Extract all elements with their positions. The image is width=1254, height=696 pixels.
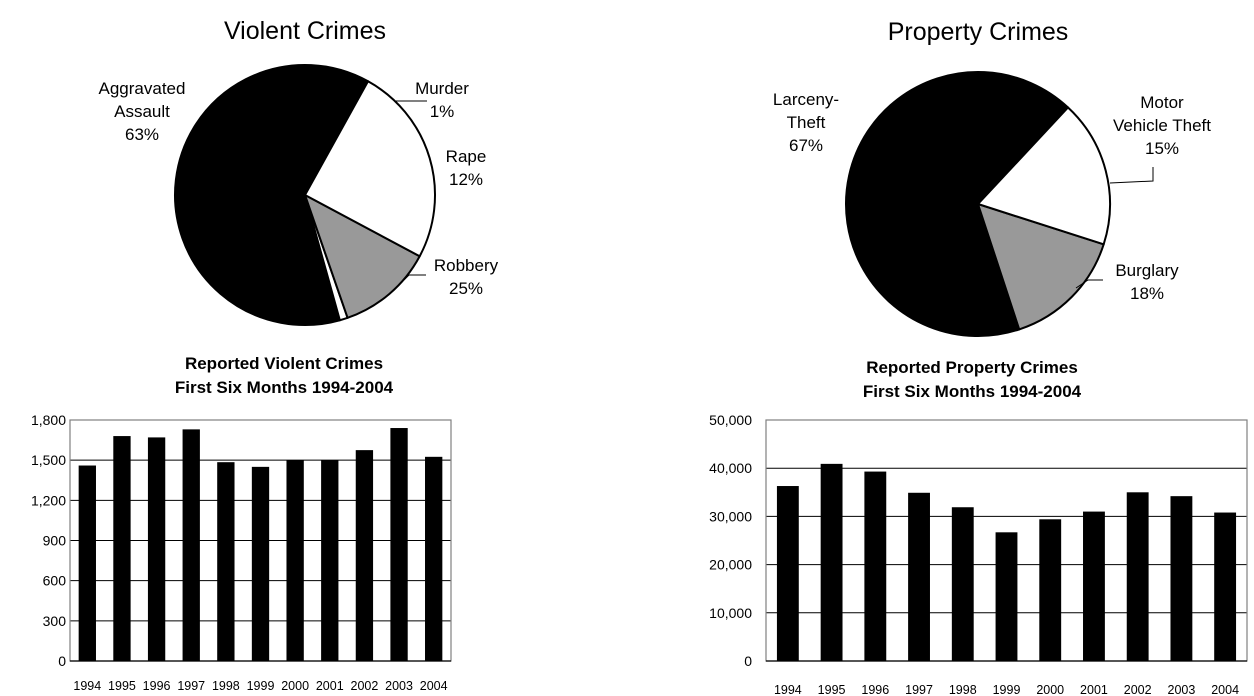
violent-crimes-slice-label: Murder 1% bbox=[415, 79, 469, 121]
violent-crimes-pie-chart: Violent Crimes Aggravated Assault 63% Murder… bbox=[99, 17, 499, 326]
reported-violent-crimes-bar-1995 bbox=[113, 436, 131, 661]
reported-violent-crimes-x-tick-label: 2003 bbox=[385, 679, 413, 693]
violent-crimes-slice-aggravated-assault bbox=[174, 64, 370, 326]
property-crimes-slice-larceny-theft bbox=[845, 71, 1070, 337]
reported-violent-crimes-bar-1998 bbox=[217, 462, 235, 661]
reported-property-crimes-bar-2002 bbox=[1126, 492, 1149, 661]
reported-property-crimes-y-tick-label: 0 bbox=[744, 653, 752, 669]
reported-violent-crimes-y-tick-label: 1,200 bbox=[31, 492, 66, 508]
reported-violent-crimes-y-tick-label: 300 bbox=[43, 613, 67, 629]
property-crimes-leader-line bbox=[1075, 279, 1103, 289]
reported-violent-crimes-x-tick-label: 1998 bbox=[212, 679, 240, 693]
reported-property-crimes-y-tick-label: 50,000 bbox=[709, 412, 752, 428]
reported-property-crimes-bar-1994 bbox=[776, 486, 799, 661]
reported-violent-crimes-bar-1997 bbox=[182, 429, 200, 661]
reported-violent-crimes-x-tick-label: 2001 bbox=[316, 679, 344, 693]
reported-violent-crimes-bar-1999 bbox=[251, 466, 270, 661]
reported-property-crimes-bar-1995 bbox=[820, 463, 843, 661]
reported-property-crimes-x-tick-label: 1996 bbox=[861, 683, 889, 696]
violent-crimes-slice-robbery bbox=[304, 80, 437, 258]
reported-property-crimes-bar-2001 bbox=[1083, 511, 1105, 661]
property-crimes-slice-label: Burglary 18% bbox=[1115, 261, 1179, 303]
reported-violent-crimes-bar-2004 bbox=[425, 456, 443, 661]
reported-violent-crimes-x-tick-label: 1995 bbox=[108, 679, 136, 693]
reported-property-crimes-x-tick-label: 1999 bbox=[993, 683, 1021, 696]
reported-violent-crimes-y-tick-label: 900 bbox=[43, 533, 67, 549]
violent-crimes-pie-title: Violent Crimes bbox=[224, 17, 386, 45]
reported-property-crimes-x-tick-label: 1994 bbox=[774, 683, 802, 696]
reported-violent-crimes-bar-1994 bbox=[78, 465, 96, 661]
reported-property-crimes-title: Reported Property Crimes First Six Months… bbox=[863, 358, 1082, 401]
reported-property-crimes-y-tick-label: 30,000 bbox=[709, 508, 752, 524]
property-crimes-bar-chart: Reported Property Crimes First Six Months… bbox=[709, 358, 1248, 696]
reported-property-crimes-x-tick-label: 1998 bbox=[949, 683, 977, 696]
reported-violent-crimes-y-tick-label: 0 bbox=[58, 653, 66, 669]
violent-crimes-leader-line bbox=[403, 274, 426, 281]
reported-violent-crimes-x-tick-label: 1994 bbox=[73, 679, 101, 693]
reported-property-crimes-bar-1996 bbox=[864, 471, 887, 661]
reported-violent-crimes-x-tick-label: 2004 bbox=[420, 679, 448, 693]
property-crimes-slice-label: Larceny-Theft 67% bbox=[773, 90, 839, 155]
reported-property-crimes-x-tick-label: 2001 bbox=[1080, 683, 1108, 696]
violent-crimes-slice-label: Rape 12% bbox=[446, 147, 487, 189]
property-crimes-slice-burglary bbox=[977, 106, 1111, 246]
reported-property-crimes-y-tick-label: 10,000 bbox=[709, 605, 752, 621]
reported-property-crimes-x-tick-label: 2000 bbox=[1036, 683, 1064, 696]
reported-violent-crimes-x-tick-label: 2000 bbox=[281, 679, 309, 693]
reported-violent-crimes-y-tick-label: 1,800 bbox=[31, 412, 66, 428]
property-crimes-slice-label: Motor Vehicle Theft 15% bbox=[1113, 93, 1211, 158]
reported-violent-crimes-x-tick-label: 2002 bbox=[351, 679, 379, 693]
reported-property-crimes-y-tick-label: 20,000 bbox=[709, 557, 752, 573]
reported-property-crimes-x-tick-label: 2002 bbox=[1124, 683, 1152, 696]
reported-property-crimes-bar-1998 bbox=[951, 507, 974, 661]
reported-property-crimes-bar-1997 bbox=[908, 492, 930, 661]
reported-violent-crimes-bar-2000 bbox=[286, 460, 304, 661]
reported-violent-crimes-bar-2001 bbox=[321, 460, 339, 661]
property-crimes-pie-title: Property Crimes bbox=[888, 18, 1069, 46]
violent-crimes-slice-label: Robbery 25% bbox=[434, 256, 499, 298]
reported-property-crimes-x-tick-label: 2004 bbox=[1211, 683, 1239, 696]
reported-property-crimes-x-tick-label: 2003 bbox=[1168, 683, 1196, 696]
property-crimes-slice-motor-vehicle-theft bbox=[977, 203, 1105, 331]
reported-violent-crimes-bar-1996 bbox=[147, 437, 166, 661]
reported-violent-crimes-x-tick-label: 1999 bbox=[247, 679, 275, 693]
reported-violent-crimes-y-tick-label: 1,500 bbox=[31, 452, 66, 468]
reported-violent-crimes-title: Reported Violent Crimes First Six Months … bbox=[175, 354, 394, 397]
violent-crimes-bar-chart: Reported Violent Crimes First Six Months … bbox=[31, 354, 452, 693]
property-crimes-pie-chart: Property Crimes Larceny-Theft 67% Motor Vehi… bbox=[773, 18, 1211, 337]
violent-crimes-slice-label: Aggravated Assault 63% bbox=[99, 79, 186, 144]
reported-property-crimes-x-tick-label: 1995 bbox=[818, 683, 846, 696]
property-crimes-leader-line bbox=[1109, 167, 1154, 184]
reported-property-crimes-x-tick-label: 1997 bbox=[905, 683, 933, 696]
violent-crimes-slice-rape bbox=[304, 194, 421, 319]
reported-property-crimes-y-tick-label: 40,000 bbox=[709, 460, 752, 476]
reported-violent-crimes-y-tick-label: 600 bbox=[43, 573, 67, 589]
reported-violent-crimes-x-tick-label: 1996 bbox=[143, 679, 171, 693]
reported-violent-crimes-bar-2002 bbox=[355, 450, 374, 662]
reported-property-crimes-bar-2000 bbox=[1039, 519, 1062, 661]
reported-property-crimes-bar-1999 bbox=[995, 532, 1018, 661]
reported-property-crimes-bar-2003 bbox=[1170, 496, 1193, 661]
reported-property-crimes-bar-2004 bbox=[1214, 512, 1237, 661]
reported-violent-crimes-x-tick-label: 1997 bbox=[177, 679, 205, 693]
reported-violent-crimes-bar-2003 bbox=[390, 428, 408, 661]
